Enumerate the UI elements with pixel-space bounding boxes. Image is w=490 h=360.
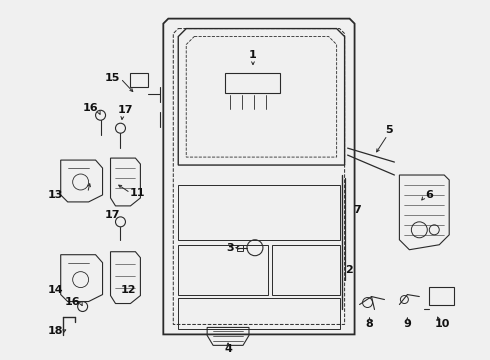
Text: 7: 7 (354, 205, 362, 215)
Text: 13: 13 (48, 190, 63, 200)
Bar (178, 245, 268, 294)
Text: 16: 16 (65, 297, 80, 306)
Bar (237, 245, 243, 251)
Text: 5: 5 (386, 125, 393, 135)
Text: 14: 14 (48, 284, 64, 294)
Text: 12: 12 (121, 284, 136, 294)
Bar (272, 245, 340, 294)
Text: 1: 1 (249, 50, 257, 60)
Text: 15: 15 (105, 73, 120, 84)
Text: 8: 8 (366, 319, 373, 329)
Text: 17: 17 (118, 105, 133, 115)
Bar (429, 287, 454, 305)
Text: 2: 2 (345, 265, 352, 275)
Text: 17: 17 (105, 210, 120, 220)
Text: 18: 18 (48, 327, 64, 336)
Text: 6: 6 (425, 190, 433, 200)
Text: 11: 11 (130, 188, 145, 198)
Bar (130, 73, 148, 87)
Text: 3: 3 (226, 243, 234, 253)
Bar (178, 185, 340, 240)
Bar (178, 298, 340, 329)
Text: 10: 10 (435, 319, 450, 329)
Bar (225, 73, 280, 93)
Text: 9: 9 (403, 319, 411, 329)
Text: 4: 4 (224, 345, 232, 354)
Text: 16: 16 (83, 103, 98, 113)
